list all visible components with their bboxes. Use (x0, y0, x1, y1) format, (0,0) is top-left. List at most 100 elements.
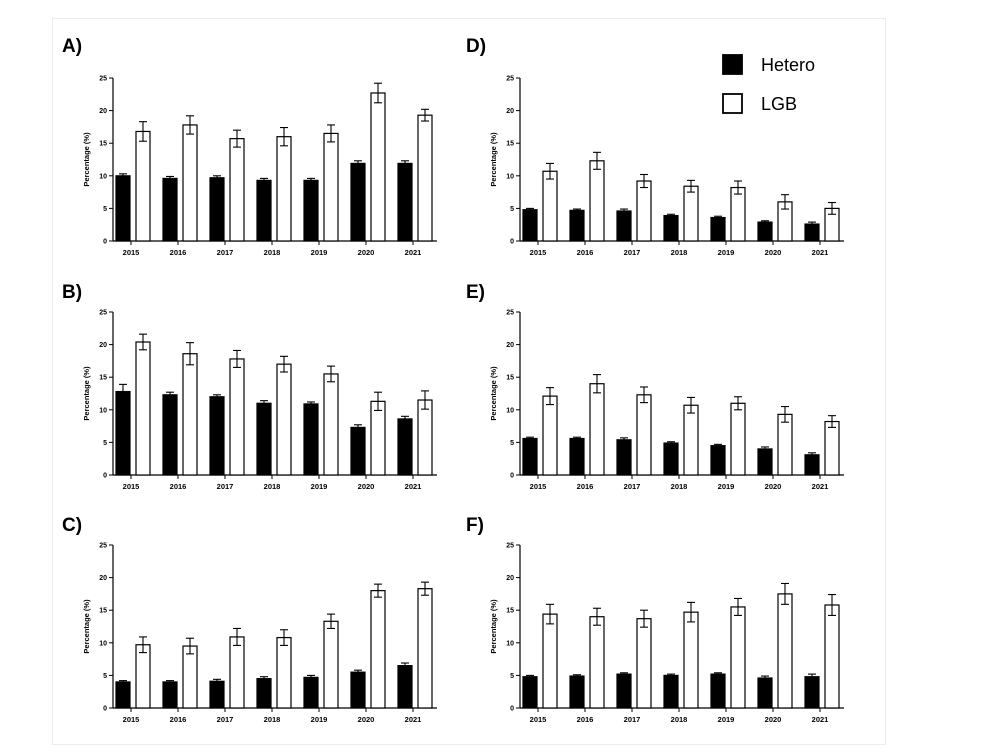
bar-hetero (522, 209, 538, 242)
panel-f: F) 0 5 10 15 20 25 Percentage (%) 2015 2016 2017 20… (466, 515, 844, 724)
x-tick-label: 2016 (170, 715, 187, 724)
x-tick-label: 2015 (530, 482, 547, 491)
bar-hetero (350, 426, 366, 476)
y-tick-label: 20 (506, 342, 514, 349)
y-tick-label: 5 (103, 440, 107, 447)
y-tick-label: 25 (99, 76, 107, 83)
bar-hetero (663, 214, 679, 242)
bar-lgb (589, 160, 605, 242)
legend-label-hetero: Hetero (761, 55, 815, 75)
bar-hetero (350, 162, 366, 242)
panel-label: F) (466, 515, 484, 536)
panel-label: C) (62, 515, 82, 536)
bar-lgb (417, 588, 433, 709)
bar-hetero (804, 676, 820, 709)
bar-lgb (182, 353, 198, 476)
panel-label: D) (466, 36, 486, 57)
y-tick-label: 10 (99, 640, 107, 647)
bar-hetero (397, 418, 413, 476)
bar-hetero (522, 676, 538, 709)
y-tick-label: 25 (506, 543, 514, 550)
bar-hetero (757, 677, 773, 709)
x-tick-label: 2018 (671, 248, 688, 257)
bar-lgb (135, 644, 151, 709)
bar-lgb (370, 92, 386, 242)
x-tick-label: 2019 (718, 248, 735, 257)
y-tick-label: 15 (506, 375, 514, 382)
bar-hetero (303, 179, 319, 242)
x-tick-label: 2019 (311, 248, 328, 257)
bar-lgb (683, 404, 699, 476)
y-tick-label: 10 (506, 173, 514, 180)
x-tick-label: 2020 (358, 715, 375, 724)
bar-hetero (710, 673, 726, 709)
bar-hetero (616, 439, 632, 476)
y-axis-title: Percentage (%) (489, 366, 498, 421)
y-tick-label: 15 (99, 608, 107, 615)
panel-d: D) 0 5 10 15 20 25 Percentage (%) 2015 2016 2017 20… (466, 36, 844, 257)
y-tick-label: 15 (99, 141, 107, 148)
bar-hetero (397, 665, 413, 709)
y-tick-label: 5 (510, 440, 514, 447)
bar-lgb (636, 394, 652, 476)
panel-label: A) (62, 36, 82, 57)
bar-hetero (710, 216, 726, 242)
bar-hetero (256, 678, 272, 709)
bar-lgb (135, 341, 151, 476)
bar-hetero (209, 177, 225, 242)
x-tick-label: 2016 (170, 482, 187, 491)
bar-hetero (350, 671, 366, 709)
bar-lgb (323, 620, 339, 709)
y-tick-label: 0 (103, 473, 107, 480)
x-tick-label: 2019 (718, 715, 735, 724)
y-tick-label: 25 (506, 310, 514, 317)
bar-lgb (730, 606, 746, 709)
x-tick-label: 2020 (765, 715, 782, 724)
legend: Hetero LGB (722, 54, 815, 114)
legend-label-lgb: LGB (761, 94, 797, 114)
x-tick-label: 2019 (311, 482, 328, 491)
bar-lgb (229, 636, 245, 709)
x-tick-label: 2016 (577, 715, 594, 724)
y-tick-label: 0 (510, 706, 514, 713)
bar-lgb (683, 185, 699, 242)
bar-lgb (182, 124, 198, 242)
x-tick-label: 2020 (765, 482, 782, 491)
x-tick-label: 2015 (123, 482, 140, 491)
y-tick-label: 15 (506, 608, 514, 615)
bar-lgb (824, 420, 840, 476)
y-tick-label: 10 (99, 407, 107, 414)
x-tick-label: 2018 (671, 715, 688, 724)
x-tick-label: 2017 (217, 248, 234, 257)
bar-lgb (589, 616, 605, 709)
bar-lgb (636, 618, 652, 709)
y-tick-label: 0 (103, 706, 107, 713)
bar-hetero (115, 390, 131, 476)
y-tick-label: 10 (506, 640, 514, 647)
x-tick-label: 2017 (624, 482, 641, 491)
bar-hetero (209, 396, 225, 476)
bar-lgb (730, 186, 746, 242)
bar-hetero (569, 209, 585, 242)
bar-lgb (323, 132, 339, 242)
x-tick-label: 2021 (812, 715, 829, 724)
bar-lgb (542, 613, 558, 709)
x-tick-label: 2017 (624, 715, 641, 724)
y-axis-title: Percentage (%) (82, 366, 91, 421)
x-tick-label: 2020 (765, 248, 782, 257)
x-tick-label: 2021 (812, 482, 829, 491)
panel-label: B) (62, 282, 82, 303)
y-tick-label: 10 (99, 173, 107, 180)
x-tick-label: 2018 (264, 248, 281, 257)
bar-hetero (710, 445, 726, 476)
bar-hetero (303, 676, 319, 709)
bar-hetero (303, 403, 319, 476)
bar-lgb (370, 400, 386, 476)
bar-lgb (229, 138, 245, 242)
bar-lgb (276, 636, 292, 709)
x-tick-label: 2021 (405, 248, 422, 257)
bar-hetero (162, 177, 178, 242)
bar-hetero (663, 442, 679, 476)
bar-lgb (777, 593, 793, 709)
